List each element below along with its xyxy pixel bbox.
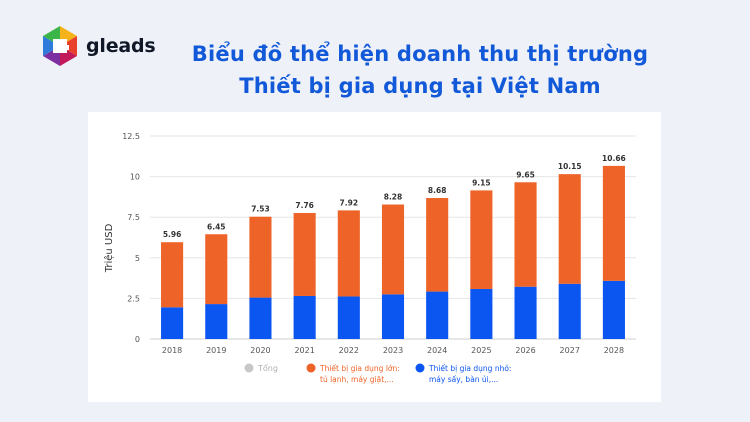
y-axis-label: Triệu USD bbox=[103, 223, 115, 273]
x-tick-label: 2020 bbox=[250, 346, 270, 355]
title-line-2: Thiết bị gia dụng tại Việt Nam bbox=[239, 74, 601, 98]
bar-segment-small-appliances bbox=[293, 295, 316, 339]
legend-large-appliances-label: tủ lạnh, máy giặt,... bbox=[320, 375, 394, 384]
bar-segment-small-appliances bbox=[470, 288, 493, 339]
bar-segment-small-appliances bbox=[337, 296, 360, 339]
x-axis-ticks: 2018 2019 2020 2021 2022 2023 2024 2025 2026 2027… bbox=[162, 346, 624, 355]
total-data-label: 10.15 bbox=[558, 162, 582, 171]
bar-segment-large-appliances bbox=[470, 190, 493, 289]
bar-segment-small-appliances bbox=[161, 307, 184, 339]
bar-segment-large-appliances bbox=[426, 198, 449, 292]
total-data-label: 8.28 bbox=[384, 193, 403, 202]
stacked-bar-chart: 0 2.5 5 7.5 10 12.5 Triệu USD 5.96 6.45 7.53 7.7… bbox=[103, 132, 636, 384]
legend-total-label: Tổng bbox=[257, 363, 278, 373]
total-labels: 5.96 6.45 7.53 7.76 7.92 8.28 8.68 9.15 9.65 10.1… bbox=[163, 154, 626, 239]
bar-segment-large-appliances bbox=[602, 165, 625, 281]
total-data-label: 7.53 bbox=[251, 205, 270, 214]
chart-card: 0 2.5 5 7.5 10 12.5 Triệu USD 5.96 6.45 7.53 7.7… bbox=[88, 112, 661, 402]
bar-segment-large-appliances bbox=[337, 210, 360, 297]
y-tick-label: 10 bbox=[130, 173, 140, 182]
total-data-label: 6.45 bbox=[207, 222, 226, 231]
x-tick-label: 2024 bbox=[427, 346, 447, 355]
gleads-logo-icon bbox=[43, 26, 77, 66]
legend-total-marker bbox=[244, 363, 254, 373]
total-data-label: 5.96 bbox=[163, 230, 182, 239]
bar-segment-small-appliances bbox=[426, 291, 449, 339]
y-tick-label: 2.5 bbox=[127, 294, 140, 303]
legend-small-appliances-marker bbox=[415, 363, 425, 373]
total-data-label: 10.66 bbox=[602, 154, 626, 163]
total-data-label: 7.92 bbox=[340, 198, 359, 207]
bar-segment-large-appliances bbox=[161, 242, 184, 308]
legend-large-appliances-marker bbox=[306, 363, 316, 373]
bars bbox=[161, 165, 625, 339]
legend-small-appliances-label: máy sấy, bàn ủi,... bbox=[429, 375, 498, 384]
legend: Tổng Thiết bị gia dụng lớn: tủ lạnh, máy g… bbox=[244, 363, 511, 384]
y-tick-label: 12.5 bbox=[122, 132, 140, 141]
bar-segment-large-appliances bbox=[249, 216, 272, 298]
x-tick-label: 2025 bbox=[471, 346, 491, 355]
brand-logo: gleads bbox=[38, 24, 156, 68]
x-tick-label: 2018 bbox=[162, 346, 182, 355]
x-tick-label: 2023 bbox=[383, 346, 403, 355]
total-data-label: 7.76 bbox=[295, 201, 314, 210]
bar-segment-large-appliances bbox=[514, 182, 537, 287]
y-tick-label: 0 bbox=[135, 335, 140, 344]
x-tick-label: 2019 bbox=[206, 346, 226, 355]
total-data-label: 8.68 bbox=[428, 186, 447, 195]
x-tick-label: 2021 bbox=[294, 346, 314, 355]
legend-small-appliances-label: Thiết bị gia dụng nhỏ: bbox=[428, 364, 511, 373]
bar-segment-small-appliances bbox=[205, 304, 228, 339]
bar-segment-small-appliances bbox=[558, 283, 581, 339]
bar-segment-small-appliances bbox=[381, 294, 405, 339]
bar-segment-small-appliances bbox=[602, 280, 625, 339]
title-line-1: Biểu đồ thể hiện doanh thu thị trường bbox=[191, 42, 649, 66]
y-axis-ticks: 0 2.5 5 7.5 10 12.5 bbox=[122, 132, 140, 344]
x-tick-label: 2027 bbox=[560, 346, 580, 355]
bar-segment-large-appliances bbox=[558, 174, 581, 284]
total-data-label: 9.15 bbox=[472, 178, 491, 187]
total-data-label: 9.65 bbox=[516, 170, 535, 179]
bar-segment-large-appliances bbox=[205, 234, 228, 305]
x-tick-label: 2022 bbox=[339, 346, 359, 355]
x-tick-label: 2026 bbox=[515, 346, 535, 355]
y-tick-label: 5 bbox=[135, 254, 140, 263]
bar-segment-small-appliances bbox=[249, 297, 272, 339]
legend-large-appliances-label: Thiết bị gia dụng lớn: bbox=[319, 364, 400, 373]
bar-segment-large-appliances bbox=[293, 212, 316, 296]
brand-name: gleads bbox=[86, 35, 156, 57]
bar-segment-large-appliances bbox=[381, 204, 405, 295]
y-tick-label: 7.5 bbox=[127, 213, 140, 222]
bar-segment-small-appliances bbox=[514, 286, 537, 339]
x-tick-label: 2028 bbox=[604, 346, 624, 355]
page-title: Biểu đồ thể hiện doanh thu thị trường Th… bbox=[120, 38, 720, 102]
